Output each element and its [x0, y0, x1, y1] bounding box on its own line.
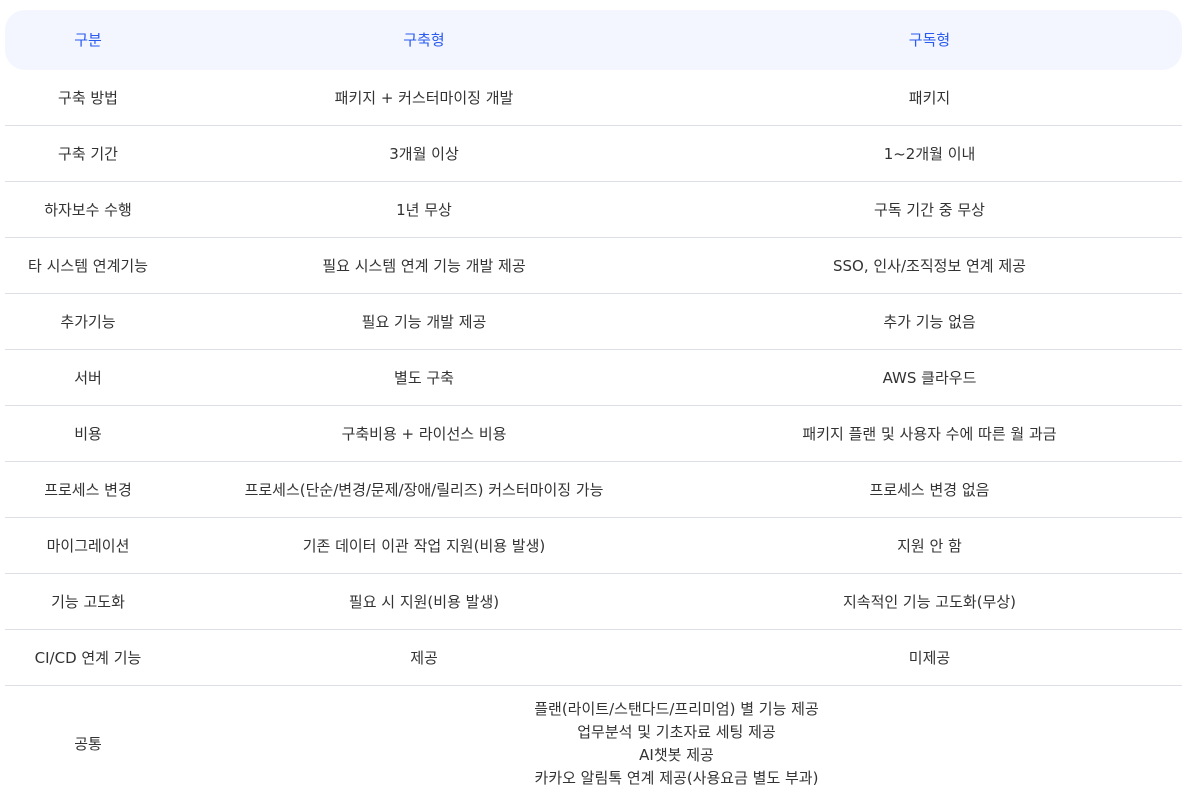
row-label: 타 시스템 연계기능	[28, 256, 148, 275]
build-type-value: 별도 구축	[394, 368, 454, 387]
row-label: 구축 기간	[58, 144, 118, 163]
row-label: 마이그레이션	[46, 536, 130, 555]
row-label: 기능 고도화	[51, 592, 125, 611]
build-type-value: 필요 시 지원(비용 발생)	[348, 592, 500, 611]
row-label: 비용	[74, 424, 102, 443]
subscription-type-value: 프로세스 변경 없음	[869, 480, 990, 499]
build-type-value: 패키지 + 커스터마이징 개발	[334, 88, 514, 107]
table-row: 구축 기간 3개월 이상 1~2개월 이내	[5, 126, 1182, 182]
subscription-type-value: 추가 기능 없음	[883, 312, 976, 331]
header-category: 구분	[74, 31, 102, 49]
header-subscription-type: 구독형	[908, 31, 951, 49]
table-row: 프로세스 변경 프로세스(단순/변경/문제/장애/릴리즈) 커스터마이징 가능 프로…	[5, 462, 1182, 518]
subscription-type-value: 미제공	[908, 648, 951, 667]
common-line: 카카오 알림톡 연계 제공(사용요금 별도 부과)	[534, 769, 819, 787]
table-header: 구분 구축형 구독형	[5, 10, 1182, 70]
build-type-value: 필요 시스템 연계 기능 개발 제공	[322, 256, 526, 275]
table-row: 추가기능 필요 기능 개발 제공 추가 기능 없음	[5, 294, 1182, 350]
common-line: 업무분석 및 기초자료 세팅 제공	[577, 723, 776, 741]
build-type-value: 제공	[410, 648, 438, 667]
table-row: 타 시스템 연계기능 필요 시스템 연계 기능 개발 제공 SSO, 인사/조직정보…	[5, 238, 1182, 294]
table-row: 하자보수 수행 1년 무상 구독 기간 중 무상	[5, 182, 1182, 238]
subscription-type-value: 패키지 플랜 및 사용자 수에 따른 월 과금	[802, 424, 1057, 443]
table-row: 비용 구축비용 + 라이선스 비용 패키지 플랜 및 사용자 수에 따른 월 과금	[5, 406, 1182, 462]
table-row: 마이그레이션 기존 데이터 이관 작업 지원(비용 발생) 지원 안 함	[5, 518, 1182, 574]
build-type-value: 3개월 이상	[389, 144, 459, 163]
subscription-type-value: 패키지	[908, 88, 951, 107]
table-row-common: 공통 플랜(라이트/스탠다드/프리미엄) 별 기능 제공 업무분석 및 기초자료…	[5, 686, 1182, 802]
row-label: 하자보수 수행	[44, 200, 132, 219]
row-label: 서버	[74, 368, 102, 387]
subscription-type-value: 지원 안 함	[897, 536, 962, 555]
row-label: 공통	[74, 735, 102, 753]
common-line: AI챗봇 제공	[639, 746, 714, 764]
table-row: CI/CD 연계 기능 제공 미제공	[5, 630, 1182, 686]
common-features: 플랜(라이트/스탠다드/프리미엄) 별 기능 제공 업무분석 및 기초자료 세팅…	[171, 698, 1182, 790]
row-label: 프로세스 변경	[44, 480, 132, 499]
subscription-type-value: 구독 기간 중 무상	[874, 200, 985, 219]
row-label: 구축 방법	[58, 88, 118, 107]
subscription-type-value: 1~2개월 이내	[883, 144, 976, 163]
header-build-type: 구축형	[403, 31, 445, 49]
common-line: 플랜(라이트/스탠다드/프리미엄) 별 기능 제공	[534, 700, 819, 718]
subscription-type-value: AWS 클라우드	[882, 368, 977, 387]
row-label: CI/CD 연계 기능	[34, 648, 142, 667]
table-row: 서버 별도 구축 AWS 클라우드	[5, 350, 1182, 406]
build-type-value: 구축비용 + 라이선스 비용	[341, 424, 507, 443]
table-row: 기능 고도화 필요 시 지원(비용 발생) 지속적인 기능 고도화(무상)	[5, 574, 1182, 630]
row-label: 추가기능	[60, 312, 116, 331]
build-type-value: 필요 기능 개발 제공	[361, 312, 487, 331]
build-type-value: 1년 무상	[396, 200, 452, 219]
subscription-type-value: 지속적인 기능 고도화(무상)	[842, 592, 1017, 611]
build-type-value: 기존 데이터 이관 작업 지원(비용 발생)	[302, 536, 546, 555]
subscription-type-value: SSO, 인사/조직정보 연계 제공	[833, 256, 1026, 275]
table-row: 구축 방법 패키지 + 커스터마이징 개발 패키지	[5, 70, 1182, 126]
build-type-value: 프로세스(단순/변경/문제/장애/릴리즈) 커스터마이징 가능	[244, 480, 604, 499]
